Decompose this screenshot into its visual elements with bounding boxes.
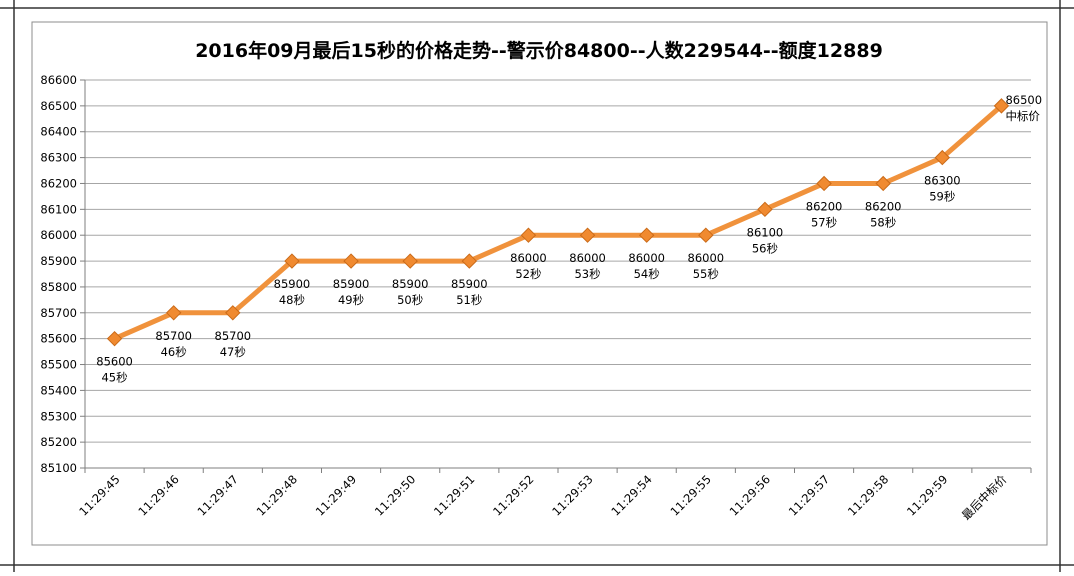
data-label-note: 45秒 — [101, 371, 127, 385]
data-label-note: 49秒 — [338, 293, 364, 307]
data-label-value: 85900 — [274, 277, 311, 291]
data-label-value: 86300 — [924, 174, 961, 188]
data-label-value: 85900 — [392, 277, 429, 291]
data-label-note: 46秒 — [161, 345, 187, 359]
data-point-marker — [816, 175, 832, 192]
data-label-note: 中标价 — [1005, 109, 1040, 123]
data-label-value: 86000 — [510, 251, 547, 265]
y-tick-label: 85100 — [40, 461, 77, 475]
series-layer — [106, 98, 1010, 347]
data-point-marker — [165, 305, 182, 321]
y-tick-label: 85300 — [40, 409, 77, 423]
data-point-marker — [402, 253, 418, 269]
y-tick-label: 85800 — [40, 280, 77, 294]
data-point-marker — [579, 227, 596, 243]
y-tick-label: 86500 — [40, 99, 77, 113]
data-point-marker — [638, 227, 655, 243]
y-tick-label: 86600 — [40, 73, 77, 87]
data-point-marker — [934, 149, 951, 166]
data-label-value: 85600 — [96, 355, 133, 369]
series-line — [112, 103, 1004, 342]
data-point-marker — [757, 201, 773, 218]
y-tick-label: 85200 — [40, 435, 77, 449]
data-label-note: 58秒 — [870, 215, 896, 229]
data-label-value: 86200 — [865, 199, 902, 213]
y-tick-label: 85700 — [40, 306, 77, 320]
data-label-note: 56秒 — [752, 241, 778, 255]
data-label-value: 85900 — [333, 277, 370, 291]
data-label-value: 86000 — [628, 251, 665, 265]
data-point-marker — [875, 175, 891, 192]
data-point-marker — [284, 253, 300, 269]
y-tick-label: 86100 — [40, 202, 77, 216]
y-tick-label: 85600 — [40, 332, 77, 346]
data-label-note: 52秒 — [515, 267, 541, 281]
y-tick-label: 86000 — [40, 228, 77, 242]
data-label-note: 59秒 — [929, 190, 955, 204]
data-point-marker — [461, 253, 478, 269]
data-label-note: 51秒 — [456, 293, 482, 307]
data-label-value: 86000 — [688, 251, 725, 265]
data-point-marker — [520, 227, 537, 243]
data-point-marker — [106, 330, 123, 347]
data-point-marker — [698, 227, 714, 243]
y-tick-label: 85500 — [40, 358, 77, 372]
data-label-note: 54秒 — [634, 267, 660, 281]
data-label-value: 86200 — [806, 199, 843, 213]
data-label-value: 85700 — [155, 329, 192, 343]
data-label-note: 47秒 — [220, 345, 246, 359]
y-tick-label: 86200 — [40, 176, 77, 190]
data-label-value: 85700 — [215, 329, 252, 343]
y-tick-label: 85400 — [40, 383, 77, 397]
data-point-marker — [225, 305, 241, 321]
data-label-note: 57秒 — [811, 215, 837, 229]
y-tick-label: 85900 — [40, 254, 77, 268]
data-label-value: 86500 — [1005, 93, 1042, 107]
data-point-marker — [993, 98, 1010, 114]
data-label-value: 85900 — [451, 277, 488, 291]
y-tick-label: 86400 — [40, 125, 77, 139]
chart-title: 2016年09月最后15秒的价格走势--警示价84800--人数229544--… — [195, 39, 883, 62]
data-label-value: 86000 — [569, 251, 606, 265]
data-point-marker — [343, 253, 359, 269]
data-label-note: 53秒 — [574, 267, 600, 281]
y-tick-label: 86300 — [40, 151, 77, 165]
data-label-value: 86100 — [747, 225, 784, 239]
data-label-note: 48秒 — [279, 293, 305, 307]
label-layer: 85600 45秒 85700 46秒 85700 47秒 85900 48秒 85900 49秒… — [96, 93, 1042, 385]
data-label-note: 50秒 — [397, 293, 423, 307]
outer-border — [31, 21, 1048, 546]
data-label-note: 55秒 — [693, 267, 719, 281]
